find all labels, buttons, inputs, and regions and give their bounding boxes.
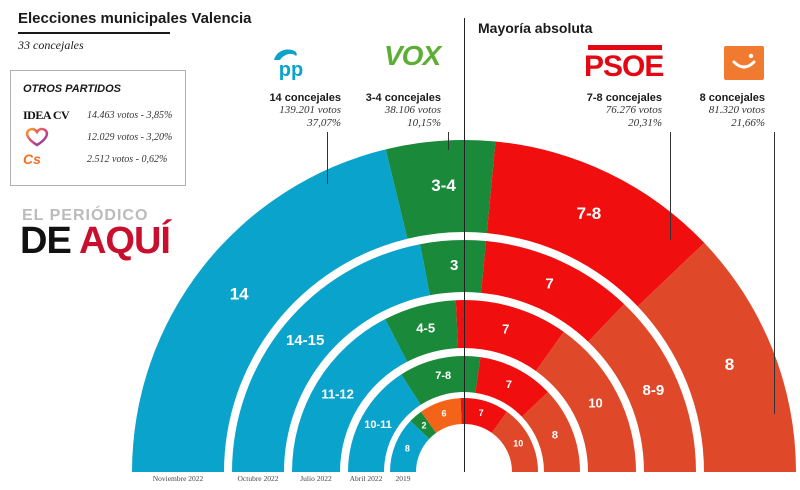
psoe-logo-icon: PSOE	[584, 50, 664, 83]
other-party-text: 14.463 votos - 3,85%	[87, 109, 173, 121]
ring-segment-compromis	[637, 242, 796, 472]
ring-segment-pp	[292, 319, 408, 472]
ring-date-label: 2019	[396, 474, 411, 483]
other-parties-title: OTROS PARTIDOS	[23, 83, 121, 95]
segment-label: 10-11	[364, 419, 392, 431]
segment-label: 7-8	[577, 204, 602, 223]
ring-segment-pp	[232, 244, 430, 472]
ring-segment-vox	[385, 140, 496, 239]
other-party-row-cs: Cs 2.512 votos - 0,62%	[23, 149, 167, 169]
other-party-row-heart: 12.029 votos - 3,20%	[23, 127, 172, 147]
segment-label: 7	[545, 276, 553, 293]
segment-label: 8	[405, 444, 410, 454]
psoe-logo-bar	[588, 45, 662, 50]
svg-text:pp: pp	[279, 59, 303, 81]
leader-line-vox	[448, 132, 449, 150]
leader-line-psoe	[670, 132, 671, 240]
ideacv-logo-icon: IDEA CV	[23, 107, 70, 122]
heart-logo-icon	[23, 127, 87, 147]
ring-segment-compromis	[535, 331, 636, 472]
brand-logo: DE AQUÍ	[20, 220, 171, 262]
segment-label: 10	[588, 396, 602, 411]
ring-date-label: Julio 2022	[300, 474, 332, 483]
segment-label: 8	[725, 355, 734, 374]
segment-label: 2	[422, 420, 427, 430]
chart-subtitle: 33 concejales	[18, 38, 84, 52]
chart-title: Elecciones municipales Valencia	[18, 10, 252, 27]
party-info-pp: 14 concejales 139.201 votos 37,07%	[269, 92, 341, 129]
segment-label: 7	[502, 321, 509, 336]
ring-segment-psoe	[481, 241, 625, 342]
title-underline	[18, 32, 170, 34]
segment-label: 4-5	[416, 320, 435, 335]
other-party-row-ideacv: IDEA CV 14.463 votos - 3,85%	[23, 105, 172, 125]
segment-label: 8-9	[643, 382, 665, 399]
ring-segment-vox	[410, 411, 437, 439]
leader-line-compromis	[774, 132, 775, 414]
ring-segment-psoe	[460, 398, 507, 433]
ring-date-label: Octubre 2022	[237, 474, 278, 483]
other-party-text: 2.512 votos - 0,62%	[87, 153, 168, 165]
ring-segment-psoe	[455, 300, 564, 371]
segment-label: 7-8	[435, 370, 451, 382]
ring-segment-vox	[401, 356, 481, 405]
party-info-compromis: 8 concejales 81.320 votos 21,66%	[699, 92, 765, 129]
ring-segment-psoe	[475, 357, 548, 417]
ring-segment-pp	[390, 420, 430, 472]
ring-date-label: Noviembre 2022	[153, 474, 204, 483]
compromis-logo-icon	[724, 46, 764, 80]
other-party-text: 12.029 votos - 3,20%	[87, 131, 173, 143]
ring-segment-pp	[348, 374, 421, 472]
party-info-vox: 3-4 concejales 38.106 votos 10,15%	[365, 92, 441, 129]
segment-label: 14-15	[286, 332, 324, 349]
segment-label: 11-12	[321, 386, 354, 401]
ring-segment-vox	[420, 240, 487, 296]
segment-label: 8	[552, 429, 558, 441]
segment-label: 3-4	[431, 176, 456, 195]
ring-segment-psoe	[486, 141, 705, 307]
vox-logo-icon: VOX	[384, 40, 441, 71]
other-parties-box: OTROS PARTIDOS IDEA CV 14.463 votos - 3,…	[10, 70, 186, 186]
segment-label: 7	[506, 379, 512, 391]
leader-line-pp	[327, 132, 328, 184]
cs-logo-icon: Cs	[23, 151, 41, 167]
ring-segment-cs	[421, 398, 462, 433]
ring-segment-compromis	[521, 391, 580, 472]
segment-label: 14	[230, 285, 249, 304]
segment-label: 3	[450, 257, 458, 274]
segment-label: 7	[479, 408, 484, 418]
ring-date-label: Abril 2022	[350, 474, 383, 483]
pp-logo-icon: pp	[268, 46, 314, 82]
ring-segment-compromis	[491, 411, 538, 472]
majority-label: Mayoría absoluta	[478, 20, 593, 36]
ring-segment-vox	[385, 300, 459, 362]
ring-segment-compromis	[588, 304, 696, 472]
majority-line	[464, 18, 465, 472]
brand-line-1: EL PERIÓDICO	[22, 207, 149, 224]
party-info-psoe: 7-8 concejales 76.276 votos 20,31%	[586, 92, 662, 129]
segment-label: 10	[513, 438, 523, 448]
ring-segment-pp	[132, 149, 408, 472]
segment-label: 6	[442, 409, 447, 419]
